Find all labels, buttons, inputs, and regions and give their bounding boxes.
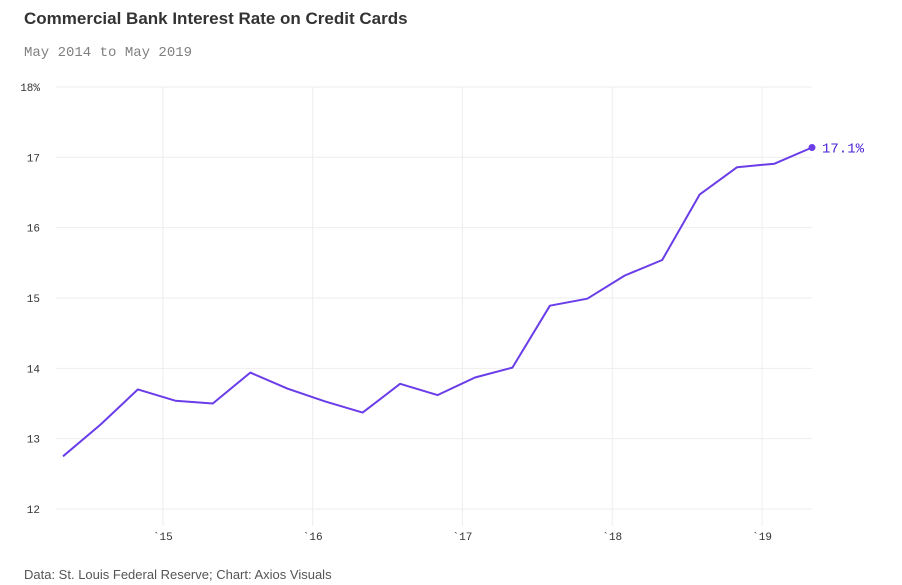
series-layer: 17.1% [62, 141, 865, 458]
end-point-marker [808, 143, 816, 151]
y-tick-label: 17 [27, 153, 40, 165]
x-tick-label: `18 [602, 531, 622, 544]
x-tick-label: `15 [153, 531, 173, 544]
y-axis: 12 13 14 15 16 17 18% [20, 83, 40, 517]
x-gridlines [162, 87, 763, 526]
chart-title: Commercial Bank Interest Rate on Credit … [24, 9, 408, 28]
y-tick-label: 13 [27, 435, 40, 447]
y-tick-label: 16 [27, 224, 40, 236]
y-tick-label: 18% [20, 83, 40, 95]
y-gridlines [56, 86, 812, 510]
series-line [62, 146, 813, 458]
x-tick-label: `16 [303, 531, 323, 544]
x-tick-label: `19 [752, 531, 772, 544]
y-tick-label: 14 [27, 364, 41, 376]
source-note: Data: St. Louis Federal Reserve; Chart: … [24, 567, 332, 582]
x-tick-label: `17 [453, 531, 473, 544]
chart-subtitle: May 2014 to May 2019 [24, 45, 193, 61]
y-tick-label: 15 [27, 294, 40, 306]
x-axis: `15 `16 `17 `18 `19 [153, 531, 772, 544]
end-value-label: 17.1% [822, 141, 865, 157]
y-tick-label: 12 [27, 505, 40, 517]
